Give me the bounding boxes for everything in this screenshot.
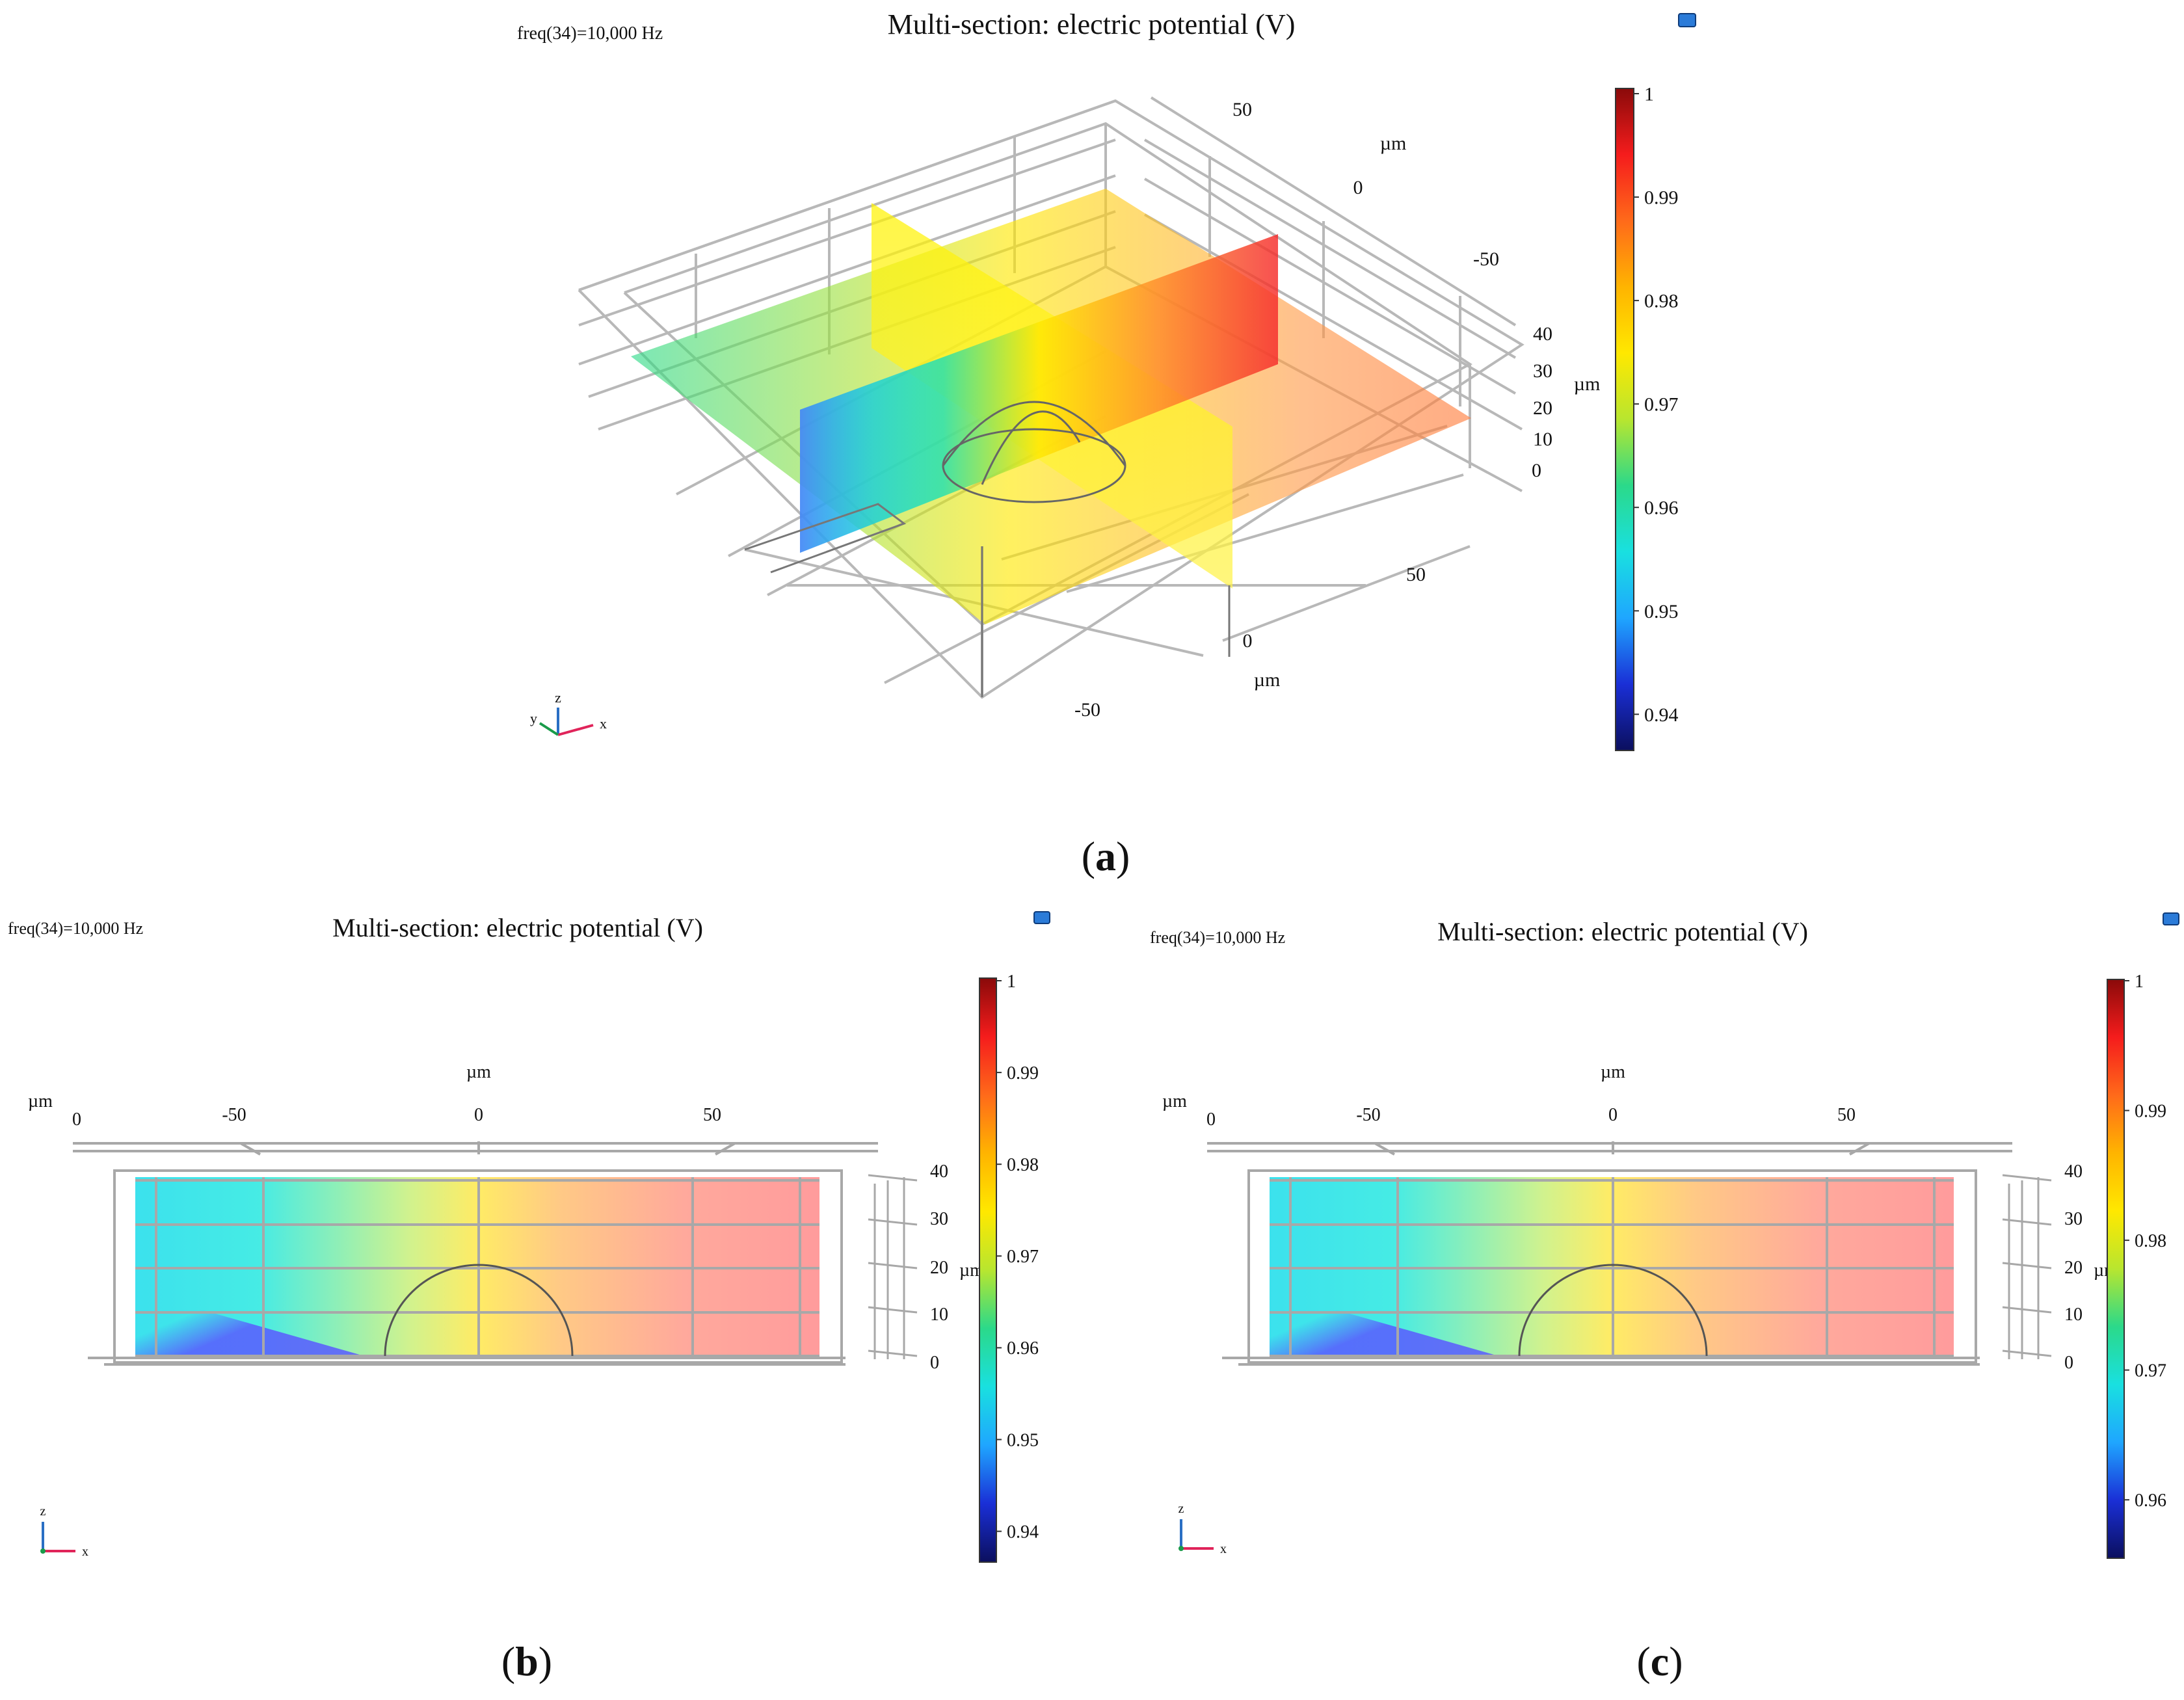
panel-c-title: Multi-section: electric potential (V) [1437,917,1808,946]
colorbar-tick-label: 0.98 [2135,1231,2166,1251]
panel-b: freq(34)=10,000 Hz Multi-section: electr… [8,911,1050,1684]
colorbar-tick-label: 0.95 [1007,1430,1039,1450]
colorbar-tick-label: 0.94 [1007,1522,1039,1542]
panel-a-camera-icon [1678,13,1696,27]
panel-a-colorbar: 1 0.99 0.98 0.97 0.96 0.95 0.94 [1615,84,1679,751]
colorbar-tick-label: 0.97 [2135,1361,2166,1381]
panel-a-zunit: µm [1574,373,1601,395]
panel-c-freq: freq(34)=10,000 Hz [1150,928,1285,947]
x-unit-label: µm [1601,1062,1625,1082]
colorbar-tick-label: 0.96 [2135,1491,2166,1511]
colorbar-tick-label: 1 [1007,972,1016,992]
panel-a-triad-y: y [530,710,537,726]
panel-a-ztick: 40 [1533,323,1552,345]
z-tick-label: 20 [930,1258,948,1278]
panel-a-axis-triad: z x y [530,689,607,736]
colorbar-tick-label: 1 [1644,84,1654,105]
panel-c-label: (c) [1636,1638,1683,1684]
x-tick-label: -50 [1356,1105,1380,1125]
panel-a-xtick: -50 [1074,699,1100,721]
panel-a-yunit: µm [1380,133,1407,154]
panel-a-ztick: 30 [1533,360,1552,382]
x-tick-label: 50 [703,1105,721,1125]
panel-b-label: (b) [501,1638,552,1684]
colorbar-tick-label: 0.97 [1007,1247,1039,1267]
panel-b-title: Multi-section: electric potential (V) [332,913,703,942]
z-tick-label: 10 [2064,1305,2083,1325]
colorbar-tick-label: 0.97 [1644,394,1679,416]
panel-a-triad-z: z [555,689,561,706]
x-tick-label: -50 [222,1105,246,1125]
panel-a-ztick: 10 [1533,429,1552,450]
section-grid [73,1141,878,1366]
z-tick-label: 10 [930,1305,948,1325]
x-tick-label: 0 [1608,1105,1618,1125]
panel-a-xtick: 50 [1406,564,1426,585]
panel-c-colorbar: 1 0.99 0.98 0.97 0.96 [2107,972,2166,1559]
z-tick-label: 0 [2064,1353,2073,1373]
panel-a-hemisphere [942,401,1126,503]
panel-a-title: Multi-section: electric potential (V) [888,8,1296,40]
panel-a-ztick: 0 [1532,460,1541,481]
panel-c-triad-z: z [1179,1502,1184,1516]
panel-b-colorbar-ramp [979,977,997,1563]
panel-c-axis-triad: z x [1179,1502,1227,1556]
colorbar-tick-label: 0.95 [1644,601,1679,622]
z-tick-label: 0 [930,1353,939,1373]
panel-a-label: (a) [1082,833,1130,879]
colorbar-tick-label: 0.96 [1644,498,1679,519]
panel-a-ytick: 50 [1232,99,1252,120]
panel-c-camera-icon [2163,912,2179,925]
panel-a-triad-x: x [600,715,607,732]
x-tick-label: 0 [72,1109,81,1130]
panel-b-camera-icon [1033,911,1050,924]
colorbar-tick-label: 0.99 [1007,1063,1039,1083]
colorbar-tick-label: 0.96 [1007,1338,1039,1359]
panel-a-freq: freq(34)=10,000 Hz [517,23,663,44]
z-tick-label: 30 [930,1209,948,1229]
z-tick-label: 40 [930,1162,948,1182]
panel-a-xtick: 0 [1243,630,1253,652]
colorbar-tick-label: 0.94 [1644,704,1679,726]
panel-b-axis-triad: z x [40,1504,88,1559]
z-tick-label: 40 [2064,1162,2083,1182]
panel-a-xunit: µm [1254,669,1281,691]
colorbar-tick-label: 0.98 [1644,291,1679,312]
panel-c-triad-x: x [1220,1542,1227,1556]
x-tick-label: 50 [1837,1105,1856,1125]
colorbar-tick-label: 0.99 [2135,1101,2166,1121]
section-plane-low [135,1291,364,1356]
unit-label: µm [28,1091,53,1111]
colorbar-tick-label: 0.99 [1644,187,1679,209]
panel-b-triad-z: z [40,1504,46,1519]
z-tick-label: 20 [2064,1258,2083,1278]
section-plane-low [1270,1291,1498,1356]
x-tick-label: 0 [474,1105,483,1125]
panel-c-colorbar-ramp [2107,979,2125,1559]
panel-b-freq: freq(34)=10,000 Hz [8,919,143,938]
panel-c: freq(34)=10,000 Hz Multi-section: electr… [1150,912,2179,1684]
x-tick-label: 0 [1206,1109,1216,1130]
colorbar-tick-label: 0.98 [1007,1155,1039,1175]
hemisphere-outline [1518,1264,1708,1357]
panel-a: freq(34)=10,000 Hz Multi-section: electr… [517,8,1696,879]
panel-b-colorbar: 1 0.99 0.98 0.97 0.96 0.95 0.94 [979,972,1039,1563]
unit-label: µm [1162,1091,1187,1111]
colorbar-tick-label: 1 [2135,972,2144,992]
hemisphere-outline [384,1264,574,1357]
z-tick-label: 30 [2064,1209,2083,1229]
panel-b-triad-x: x [82,1545,88,1559]
x-unit-label: µm [466,1062,491,1082]
section-grid [1207,1141,2012,1366]
panel-a-ytick: 0 [1353,177,1363,198]
panel-a-ytick: -50 [1473,248,1499,270]
panel-a-section-xz-blue [800,354,950,553]
panel-a-colorbar-ramp [1615,88,1634,751]
panel-a-ztick: 20 [1533,397,1552,419]
